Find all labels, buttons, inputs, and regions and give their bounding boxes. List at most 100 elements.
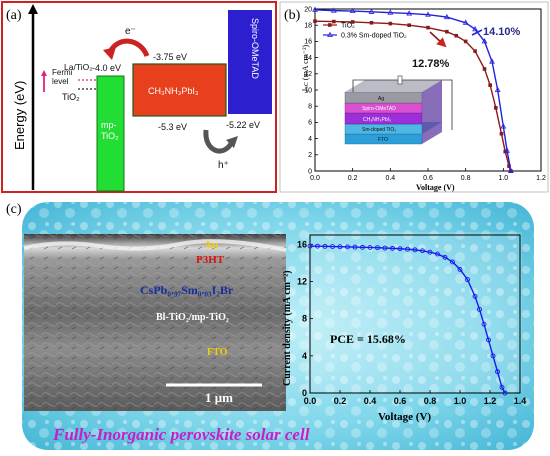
data-point [507, 167, 514, 174]
data-point [481, 321, 487, 327]
stack-label-tio2: Sm-doped TiO₂ [362, 127, 396, 133]
y-tick-label: 4 [302, 351, 307, 361]
data-point [499, 131, 504, 136]
data-point [375, 245, 380, 251]
perovskite-label: CH₃NH₃PbI₃ [148, 86, 199, 96]
jv-chart-c: 0.0 0.2 0.4 0.6 0.8 1.0 1.2 1.4 0 4 8 12 16 [297, 234, 527, 406]
energy-axis-arrow-icon [28, 4, 38, 14]
mp-tio2-block [96, 75, 125, 192]
series-line-1 [314, 9, 512, 172]
eff-doped-label: 14.10% [483, 26, 521, 38]
chart-c-ylabel: Current density (mA cm⁻²) [282, 270, 293, 386]
hole-label: h⁺ [218, 160, 229, 171]
data-point [473, 49, 477, 53]
y-tick-label: 16 [297, 239, 307, 249]
data-point [426, 25, 430, 30]
data-point [368, 8, 375, 14]
y-tick-label: 12 [304, 71, 312, 78]
legend-marker [328, 23, 332, 27]
data-point [472, 293, 478, 299]
data-point [494, 86, 501, 92]
stack-label-ag: Ag [378, 96, 384, 102]
fermi-label-1: Fermi [52, 68, 73, 77]
data-point [465, 277, 470, 283]
data-point [307, 243, 313, 249]
sem-label-perovskite: CsPb₀.₉₇Sm₀.₀₃I₂Br [140, 283, 234, 297]
data-point [352, 244, 358, 250]
x-tick-label: 1.0 [498, 175, 508, 182]
x-tick-label: 1.2 [484, 396, 497, 406]
data-point [490, 353, 496, 359]
tio2-label: TiO₂ [62, 92, 80, 102]
y-tick-label: 6 [308, 120, 312, 127]
x-tick-label: 0.2 [334, 396, 347, 406]
sem-top-edge [23, 239, 287, 252]
y-tick-label: 14 [304, 55, 312, 62]
stack-label-spiro: Spiro-OMeTAD [362, 106, 396, 112]
x-tick-label: 0.6 [423, 175, 433, 182]
stack-label-fto: FTO [378, 137, 388, 143]
data-point [482, 67, 487, 71]
sem-label-au: Au [204, 239, 218, 251]
data-point [387, 9, 394, 15]
level-spiro-homo: -5.22 eV [226, 120, 260, 130]
y-tick-label: 0 [302, 388, 307, 398]
scale-bar-label: 1 μm [205, 390, 233, 405]
x-tick-label: 0.4 [385, 175, 395, 182]
data-point [369, 20, 374, 25]
y-tick-label: 12 [297, 276, 307, 286]
data-point [390, 245, 395, 251]
data-point [330, 7, 337, 13]
fermi-arrow-head-icon [41, 70, 47, 76]
electron-label: e⁻ [125, 26, 136, 37]
panel-b-label: (b) [284, 8, 301, 23]
data-point [499, 384, 505, 390]
mp-tio2-label-2: TiO₂ [101, 131, 119, 141]
data-point [472, 26, 478, 32]
data-point [412, 247, 418, 253]
hole-arrow-head-icon [226, 136, 238, 148]
data-point [315, 243, 320, 249]
data-point [337, 244, 343, 250]
legend-label: 0.3% Sm-doped TiO₂ [341, 33, 407, 40]
data-point [330, 244, 335, 249]
panel-a: (a) Energy (eV) Fermi level La/TiO₂ TiO₂… [1, 1, 277, 193]
data-point [450, 259, 455, 265]
data-point [481, 38, 488, 44]
chart-c-backdrop [306, 232, 522, 392]
data-point [345, 244, 350, 250]
panel-b: (b) 0.0 0.2 0.4 0.6 0.8 1.0 1.2 0 2 4 6 8 10 12 14 16 18… [279, 1, 549, 193]
data-point [425, 11, 431, 17]
data-point [367, 245, 373, 250]
sem-image: Au P3HT CsPb₀.₉₇Sm₀.₀₃I₂Br Bl-TiO₂/mp-Ti… [23, 234, 287, 411]
legend-marker [327, 31, 333, 37]
chart-b-xlabel: Voltage (V) [416, 183, 455, 192]
data-point [509, 169, 513, 173]
sem-label-p3ht: P3HT [196, 254, 225, 266]
data-point [382, 245, 388, 251]
x-tick-label: 1.4 [514, 396, 527, 406]
data-point [420, 248, 425, 254]
chart-b-ylabel: Jₛᴄ (mA cm⁻²) [301, 44, 310, 92]
stack-label-perov: CH₃NH₃PbI₃ [363, 117, 391, 123]
legend-label: TiO₂ [341, 23, 355, 30]
data-point [350, 20, 355, 24]
data-point [462, 19, 469, 25]
perovskite-block [132, 63, 227, 117]
x-tick-label: 1.0 [454, 396, 467, 406]
data-point [332, 19, 336, 24]
hole-transfer-arrow-icon [203, 129, 235, 154]
data-point [443, 13, 450, 20]
level-tio2-cb: -4.0 eV [92, 63, 121, 73]
pce-label: PCE = 15.68% [330, 332, 406, 346]
y-tick-label: 0 [308, 168, 312, 175]
x-tick-label: 0.0 [304, 396, 317, 406]
data-point [388, 21, 393, 26]
device-stack: Ag Spiro-OMeTAD CH₃NH₃PbI₃ Sm-doped TiO₂… [344, 75, 453, 145]
data-point [405, 246, 410, 252]
data-point [349, 7, 356, 14]
panel-c-label: (c) [6, 202, 22, 217]
data-point [407, 23, 411, 27]
panel-a-label: (a) [6, 8, 22, 23]
